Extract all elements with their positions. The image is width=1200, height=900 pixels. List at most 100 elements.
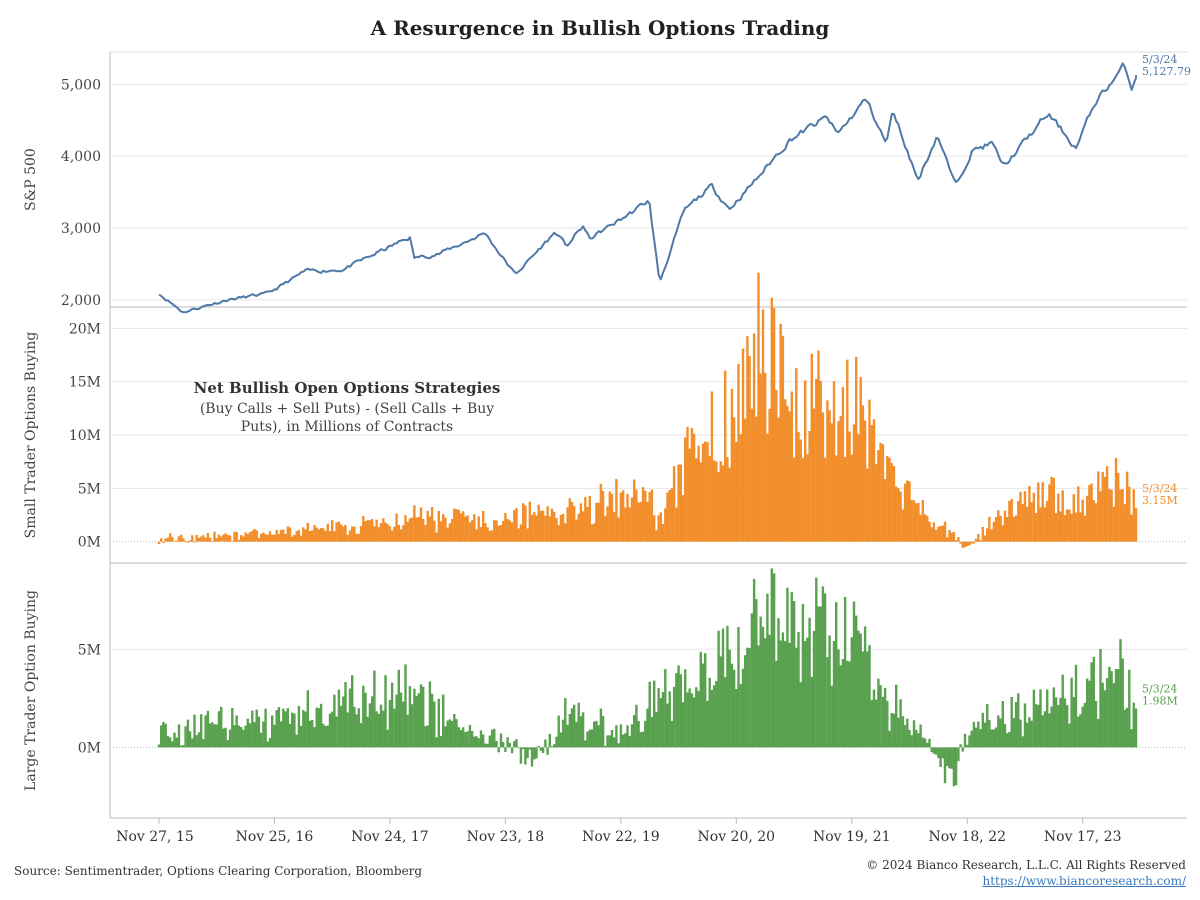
small-bar — [408, 518, 412, 542]
large-bar — [366, 716, 369, 748]
large-bar — [242, 729, 245, 748]
small-bar — [222, 534, 225, 542]
small-bar — [908, 481, 911, 542]
large-bar — [288, 723, 292, 748]
website-link[interactable]: https://www.biancoresearch.com/ — [982, 874, 1186, 888]
small-bar — [364, 521, 367, 542]
small-bar — [384, 522, 387, 542]
small-bar — [732, 417, 736, 542]
small-bar — [293, 534, 296, 542]
small-bar — [1119, 489, 1122, 542]
small-bar — [1086, 495, 1089, 542]
large-bar — [939, 747, 942, 767]
large-bar — [228, 729, 232, 748]
large-bar — [1108, 666, 1111, 748]
large-bar — [832, 641, 836, 748]
small-bar — [668, 490, 671, 542]
small-bar — [357, 533, 360, 542]
large-bar — [575, 721, 578, 748]
large-bar — [981, 712, 984, 748]
large-bar — [748, 648, 751, 748]
small-bar — [970, 541, 973, 544]
small-bar — [706, 442, 709, 542]
large-bar — [453, 714, 456, 748]
large-bar — [644, 720, 647, 748]
large-bar — [193, 714, 196, 748]
large-bar — [308, 720, 312, 748]
small-bar — [912, 500, 916, 542]
small-bar — [799, 439, 802, 542]
small-bar — [246, 534, 249, 542]
large-bar — [1090, 662, 1093, 748]
large-bar — [997, 715, 1000, 748]
large-bar — [823, 593, 827, 748]
large-bar — [348, 688, 352, 748]
large-bar — [213, 724, 216, 748]
small-bar — [217, 534, 221, 542]
small-bar — [404, 515, 407, 542]
small-bar — [459, 513, 463, 542]
large-bar — [530, 747, 534, 767]
small-bar — [1094, 503, 1098, 542]
small-bar — [690, 427, 694, 542]
large-bar — [646, 708, 649, 748]
small-bar — [1092, 500, 1095, 542]
small-bar — [379, 523, 383, 542]
large-bar — [1125, 707, 1129, 748]
small-bar — [510, 522, 514, 542]
large-bar — [1099, 648, 1102, 748]
large-bar — [988, 719, 991, 748]
small-bar — [1099, 491, 1102, 542]
large-bar — [371, 696, 374, 748]
large-bar — [943, 747, 947, 784]
small-bar — [535, 515, 538, 542]
large-bar — [633, 715, 636, 748]
large-bar — [1097, 719, 1100, 748]
small-bar — [255, 530, 258, 542]
small-bar — [544, 515, 547, 542]
large-bar — [870, 699, 873, 748]
small-bar — [788, 411, 791, 542]
large-bar — [999, 718, 1002, 748]
large-bar — [1028, 717, 1031, 748]
large-bar — [1101, 682, 1104, 748]
large-bar — [692, 697, 696, 748]
small-bar — [699, 462, 702, 542]
large-bar — [726, 625, 729, 748]
large-bar — [382, 710, 385, 748]
small-bar — [308, 531, 312, 542]
large-bar — [668, 691, 671, 748]
small-bar — [704, 441, 707, 542]
small-bar — [302, 527, 305, 542]
large-bar — [402, 701, 405, 748]
small-bar — [450, 519, 454, 542]
large-bar — [548, 733, 551, 748]
large-bar — [706, 700, 709, 748]
large-bar — [695, 687, 698, 748]
large-bar — [979, 729, 982, 748]
small-bar — [939, 526, 942, 542]
small-bar — [1052, 478, 1055, 542]
large-bar — [477, 738, 480, 748]
large-bar — [386, 729, 389, 748]
large-bar — [777, 618, 780, 748]
large-bar — [750, 613, 754, 748]
large-bar — [852, 601, 856, 748]
large-bar — [344, 682, 347, 748]
large-bar — [966, 744, 969, 748]
small-bar — [482, 511, 485, 542]
small-bar — [781, 335, 785, 542]
large-bar — [533, 747, 536, 760]
small-bar — [355, 533, 358, 542]
large-bar — [390, 682, 394, 748]
large-bar — [883, 687, 887, 748]
large-bar — [770, 568, 773, 748]
small-bar — [508, 520, 511, 542]
small-bar — [175, 540, 178, 542]
large-bar — [1017, 693, 1020, 748]
large-bar — [906, 718, 909, 748]
small-bar — [1063, 515, 1067, 542]
large-bar — [861, 651, 865, 748]
large-bar — [1048, 713, 1051, 748]
small-bar — [779, 323, 782, 542]
